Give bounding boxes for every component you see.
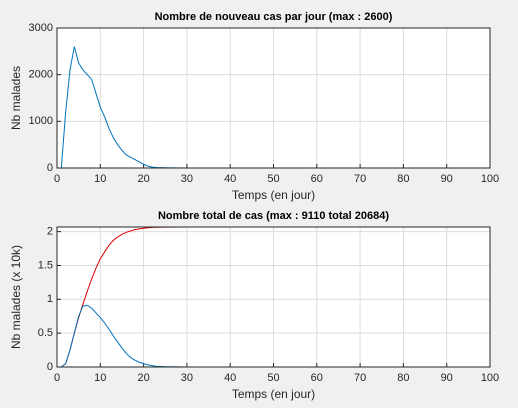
- x-tick-label: 20: [137, 173, 149, 185]
- x-tick-label: 0: [54, 173, 60, 185]
- y-tick-label: 2000: [29, 69, 53, 81]
- x-tick-label: 20: [137, 372, 149, 384]
- x-axis-label: Temps (en jour): [232, 387, 315, 401]
- y-tick-label: 0: [47, 361, 53, 373]
- x-tick-label: 60: [311, 173, 323, 185]
- x-tick-label: 30: [181, 173, 193, 185]
- y-tick-label: 0.5: [38, 327, 53, 339]
- axes-box: [56, 226, 491, 368]
- x-tick-label: 80: [397, 372, 409, 384]
- x-tick-label: 80: [397, 173, 409, 185]
- y-axis-label: Nb malades: [9, 66, 23, 130]
- x-tick-label: 50: [267, 372, 279, 384]
- y-tick-label: 1000: [29, 115, 53, 127]
- y-tick-label: 2: [47, 226, 53, 238]
- y-axis-label: Nb malades (x 10k): [9, 245, 23, 349]
- x-tick-label: 100: [481, 372, 499, 384]
- x-tick-label: 90: [441, 173, 453, 185]
- x-tick-label: 30: [181, 372, 193, 384]
- y-tick-label: 3000: [29, 22, 53, 34]
- x-tick-label: 70: [354, 372, 366, 384]
- y-tick-label: 0: [47, 162, 53, 174]
- x-tick-label: 10: [94, 372, 106, 384]
- y-tick-label: 1: [47, 293, 53, 305]
- x-tick-label: 40: [224, 372, 236, 384]
- y-tick-label: 1.5: [38, 259, 53, 271]
- axes-box: [56, 27, 491, 169]
- x-tick-label: 0: [54, 372, 60, 384]
- x-tick-label: 10: [94, 173, 106, 185]
- chart-title: Nombre de nouveau cas par jour (max : 26…: [155, 11, 393, 23]
- x-tick-label: 40: [224, 173, 236, 185]
- x-tick-label: 70: [354, 173, 366, 185]
- x-axis-label: Temps (en jour): [232, 188, 315, 202]
- x-tick-label: 60: [311, 372, 323, 384]
- x-tick-label: 90: [441, 372, 453, 384]
- x-tick-label: 100: [481, 173, 499, 185]
- x-tick-label: 50: [267, 173, 279, 185]
- chart-title: Nombre total de cas (max : 9110 total 20…: [158, 210, 389, 222]
